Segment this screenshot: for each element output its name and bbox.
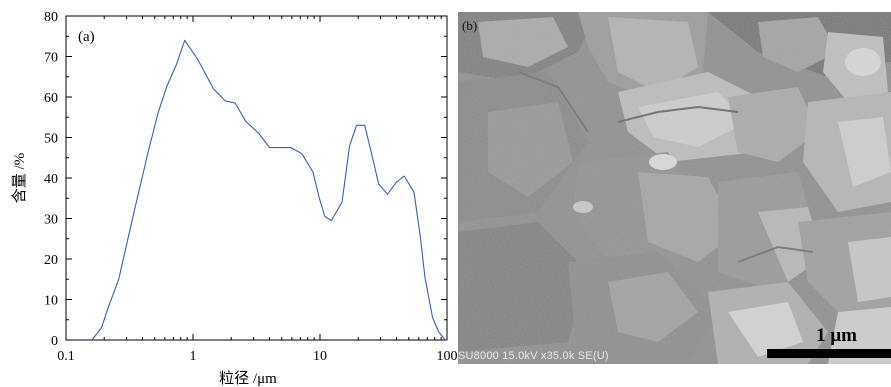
x-tick-label: 100 [437, 349, 458, 364]
x-axis-label: 粒径 /μm [219, 370, 277, 387]
x-tick-label: 1 [190, 349, 197, 364]
y-tick-label: 80 [44, 10, 58, 25]
sem-metadata-text: SU8000 15.0kV x35.0k SE(U) [458, 350, 609, 362]
x-tick-label: 10 [313, 349, 327, 364]
y-tick-label: 70 [44, 51, 58, 66]
y-tick-label: 40 [44, 172, 58, 187]
scale-bar [767, 349, 891, 358]
size-distribution-chart: 0.1 1 10 100 0 10 20 30 40 50 60 70 80 (a) 粒径 /μm 含… [11, 10, 458, 387]
x-axis-ticks: 0.1 1 10 100 [57, 16, 458, 364]
y-axis-label: 含量 /% [11, 153, 28, 203]
plot-frame [65, 15, 448, 341]
panel-label-a: (a) [78, 29, 95, 45]
sem-image-panel: (b) SU8000 15.0kV x35.0k SE(U) 1 μm [458, 12, 891, 364]
plot-lines [91, 39, 446, 341]
scale-bar-label: 1 μm [816, 325, 857, 346]
y-tick-label: 20 [44, 253, 58, 268]
y-tick-label: 10 [44, 294, 58, 309]
y-tick-label: 50 [44, 132, 58, 147]
y-tick-label: 30 [44, 213, 58, 228]
y-tick-label: 0 [51, 334, 58, 349]
sem-micrograph [458, 12, 891, 364]
y-axis-ticks: 0 10 20 30 40 50 60 70 80 [44, 10, 447, 349]
panel-label-b: (b) [462, 18, 478, 33]
x-tick-label: 0.1 [57, 349, 75, 364]
y-tick-label: 60 [44, 91, 58, 106]
series-line [91, 39, 446, 341]
